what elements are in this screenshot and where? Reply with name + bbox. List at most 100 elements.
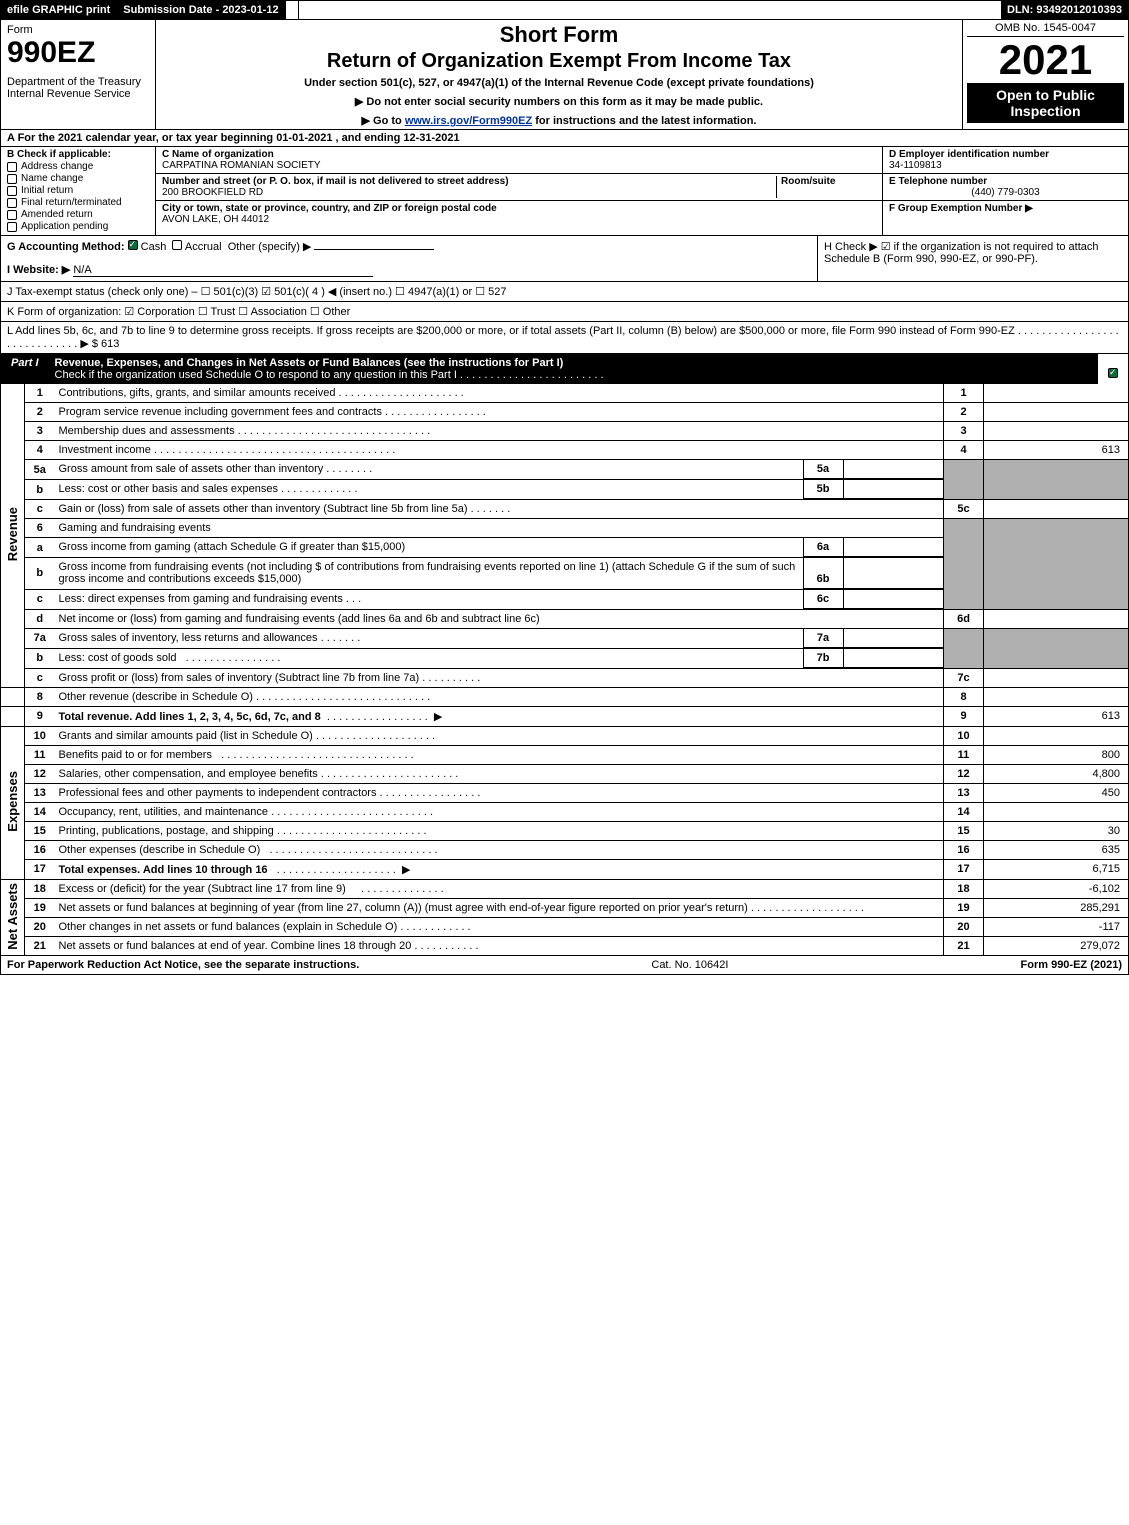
footer-left: For Paperwork Reduction Act Notice, see …: [7, 959, 359, 971]
e-lbl: E Telephone number: [889, 176, 987, 187]
ln7b-subval: [843, 649, 943, 668]
ln13-no: 13: [25, 783, 55, 802]
ln1-no: 1: [25, 384, 55, 403]
col-b-checkboxes: B Check if applicable: Address change Na…: [1, 147, 156, 235]
ln9-desc: Total revenue. Add lines 1, 2, 3, 4, 5c,…: [55, 706, 944, 726]
ln6c-desc: Less: direct expenses from gaming and fu…: [55, 589, 944, 609]
cb-final-return[interactable]: Final return/terminated: [7, 197, 149, 208]
row-gh: G Accounting Method: Cash Accrual Other …: [0, 235, 1129, 282]
f-group-exemption: F Group Exemption Number ▶: [883, 201, 1128, 216]
ln8-val: [984, 687, 1129, 706]
ln6d-no: d: [25, 609, 55, 628]
ln20-no: 20: [25, 917, 55, 936]
i-lbl: I Website: ▶: [7, 264, 70, 276]
g-other-line[interactable]: [314, 249, 434, 250]
ln14-no: 14: [25, 802, 55, 821]
ln2-no: 2: [25, 403, 55, 422]
goto-pre: ▶ Go to: [362, 115, 405, 127]
ln14-desc: Occupancy, rent, utilities, and maintena…: [55, 802, 944, 821]
tax-year: 2021: [967, 39, 1124, 81]
row-j-tax-exempt: J Tax-exempt status (check only one) – ☐…: [0, 282, 1129, 302]
c-name-lbl: C Name of organization: [162, 149, 274, 160]
ln5b-no: b: [25, 480, 55, 500]
cb-application-pending[interactable]: Application pending: [7, 221, 149, 232]
header-right: OMB No. 1545-0047 2021 Open to Public In…: [963, 20, 1128, 129]
ln20-desc: Other changes in net assets or fund bala…: [55, 917, 944, 936]
g-lbl: G Accounting Method:: [7, 241, 125, 253]
h-text: H Check ▶ ☑ if the organization is not r…: [824, 241, 1099, 265]
open-inspection: Open to Public Inspection: [967, 83, 1124, 123]
rev-side-ext2: [1, 706, 25, 726]
h-schedule-b: H Check ▶ ☑ if the organization is not r…: [818, 236, 1128, 281]
ln7a-sub: 7a: [803, 629, 843, 648]
short-form-title: Short Form: [162, 22, 956, 48]
ln7b-sub: 7b: [803, 649, 843, 668]
part1-check[interactable]: [1098, 354, 1128, 384]
ln5b-desc: Less: cost or other basis and sales expe…: [55, 480, 944, 500]
ln6-desc: Gaming and fundraising events: [55, 519, 944, 538]
i-val: N/A: [73, 264, 373, 277]
g-accounting: G Accounting Method: Cash Accrual Other …: [7, 240, 811, 253]
ln8-num: 8: [944, 687, 984, 706]
ln10-num: 10: [944, 727, 984, 746]
col-c-org: C Name of organization CARPATINA ROMANIA…: [156, 147, 883, 235]
ln19-val: 285,291: [984, 898, 1129, 917]
ln7-grey-val: [984, 628, 1129, 668]
ln6-no: 6: [25, 519, 55, 538]
ln5a-subval: [843, 460, 943, 479]
cb-initial-return[interactable]: Initial return: [7, 185, 149, 196]
cb-name-change[interactable]: Name change: [7, 173, 149, 184]
ln19-no: 19: [25, 898, 55, 917]
ln8-no: 8: [25, 687, 55, 706]
efile-print[interactable]: efile GRAPHIC print: [1, 1, 117, 19]
l-text: L Add lines 5b, 6c, and 7b to line 9 to …: [7, 325, 1119, 350]
ln6b-desc: Gross income from fundraising events (no…: [55, 558, 944, 590]
ln6b-subval: [843, 558, 943, 588]
netassets-side-label: Net Assets: [1, 880, 25, 956]
ln7b-no: b: [25, 648, 55, 668]
b-title: B Check if applicable:: [7, 149, 149, 160]
ln5b-sub: 5b: [803, 480, 843, 499]
ln9-num: 9: [944, 706, 984, 726]
cb-address-change[interactable]: Address change: [7, 161, 149, 172]
ln7c-desc: Gross profit or (loss) from sales of inv…: [55, 668, 944, 687]
ln16-val: 635: [984, 840, 1129, 859]
irs-link[interactable]: www.irs.gov/Form990EZ: [405, 115, 532, 127]
ln13-val: 450: [984, 783, 1129, 802]
cb-cash[interactable]: [128, 240, 138, 250]
goto-post: for instructions and the latest informat…: [532, 115, 756, 127]
ln13-num: 13: [944, 783, 984, 802]
ln12-no: 12: [25, 764, 55, 783]
form-label: Form: [7, 24, 149, 36]
ln21-desc: Net assets or fund balances at end of ye…: [55, 937, 944, 956]
ln21-val: 279,072: [984, 937, 1129, 956]
ln19-desc: Net assets or fund balances at beginning…: [55, 898, 944, 917]
cb-accrual[interactable]: [172, 240, 182, 250]
ln11-desc: Benefits paid to or for members . . . . …: [55, 745, 944, 764]
c-city-lbl: City or town, state or province, country…: [162, 203, 497, 214]
netassets-table: Net Assets 18 Excess or (deficit) for th…: [0, 880, 1129, 957]
ln2-num: 2: [944, 403, 984, 422]
ln6-grey-val: [984, 519, 1129, 610]
c-street-block: Number and street (or P. O. box, if mail…: [156, 174, 882, 201]
ln8-desc: Other revenue (describe in Schedule O) .…: [55, 687, 944, 706]
ln9-no: 9: [25, 706, 55, 726]
col-def: D Employer identification number 34-1109…: [883, 147, 1128, 235]
omb-number: OMB No. 1545-0047: [967, 22, 1124, 37]
ln21-num: 21: [944, 937, 984, 956]
expenses-table: Expenses 10 Grants and similar amounts p…: [0, 727, 1129, 880]
ln6a-desc: Gross income from gaming (attach Schedul…: [55, 538, 944, 558]
ln2-desc: Program service revenue including govern…: [55, 403, 944, 422]
ln6a-sub: 6a: [803, 538, 843, 557]
cb-amended-return[interactable]: Amended return: [7, 209, 149, 220]
rev-side-ext: [1, 687, 25, 706]
ln2-val: [984, 403, 1129, 422]
ln17-num: 17: [944, 859, 984, 879]
ln5c-no: c: [25, 500, 55, 519]
top-bar: efile GRAPHIC print Submission Date - 20…: [0, 0, 1129, 20]
ln18-val: -6,102: [984, 880, 1129, 899]
ln4-no: 4: [25, 441, 55, 460]
sub-501c: Under section 501(c), 527, or 4947(a)(1)…: [162, 77, 956, 89]
ln17-no: 17: [25, 859, 55, 879]
form-number: 990EZ: [7, 36, 149, 70]
